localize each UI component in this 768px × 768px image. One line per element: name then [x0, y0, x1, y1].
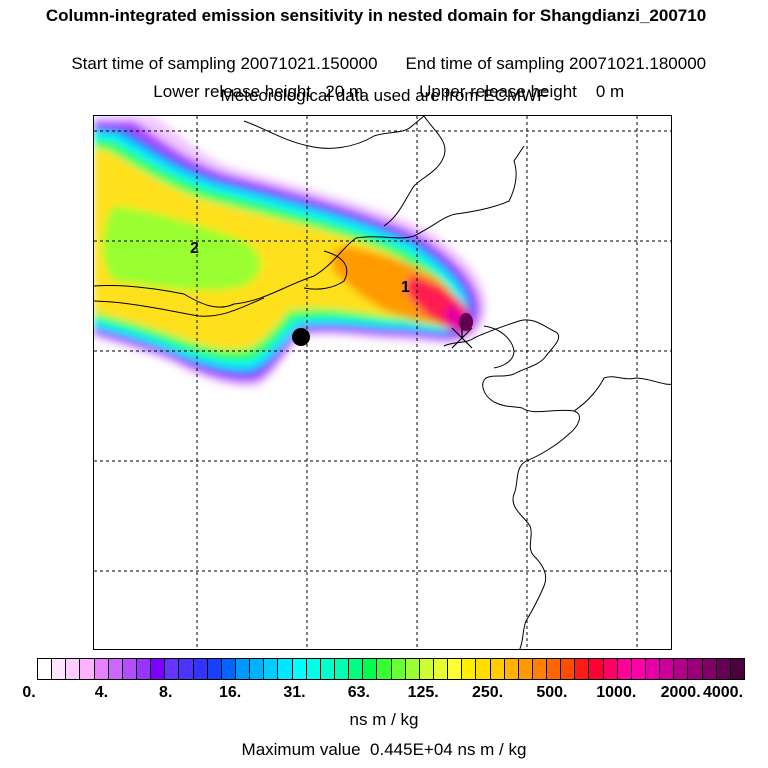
- colorbar-tick-label: 250.: [471, 684, 504, 701]
- colorbar-cell: [320, 659, 335, 679]
- receptor-marker[interactable]: [451, 322, 473, 349]
- colorbar-cell: [306, 659, 321, 679]
- colorbar-units: ns m / kg: [349, 710, 419, 729]
- colorbar-cell: [151, 659, 166, 679]
- colorbar-cell: [589, 659, 604, 679]
- colorbar-tick-label: 500.: [536, 684, 568, 701]
- colorbar-cell: [377, 659, 392, 679]
- marker-label-1: 1: [401, 279, 410, 296]
- release-height-line: Lower release height 20 m Upper release h…: [0, 59, 768, 103]
- colorbar-cell: [52, 659, 67, 679]
- colorbar-cell: [702, 659, 717, 679]
- colorbar-cell: [278, 659, 293, 679]
- lat-lon-grid: [94, 116, 671, 649]
- colorbar-cell: [80, 659, 95, 679]
- colorbar-tick-label: 8.: [159, 684, 173, 701]
- colorbar-cell: [476, 659, 491, 679]
- colorbar-cell: [250, 659, 265, 679]
- max-value-units: ns m / kg: [457, 740, 527, 759]
- colorbar-cell: [292, 659, 307, 679]
- colorbar-cell: [448, 659, 463, 679]
- colorbar-cell: [674, 659, 689, 679]
- colorbar-cell: [547, 659, 562, 679]
- end-time-value: 20071021.180000: [569, 54, 707, 73]
- colorbar-cell: [193, 659, 208, 679]
- colorbar-cell: [504, 659, 519, 679]
- colorbar-tick-label: 16.: [218, 684, 242, 701]
- colorbar-cell: [617, 659, 632, 679]
- colorbar-tick-label: 125.: [407, 684, 439, 701]
- sampling-time-line: Start time of sampling 20071021.150000 En…: [0, 31, 768, 75]
- maximum-value-line: Maximum value 0.445E+04 ns m / kg: [0, 740, 768, 760]
- colorbar: [37, 658, 745, 680]
- colorbar-cell: [631, 659, 647, 679]
- coastlines: [94, 116, 671, 649]
- colorbar-cell: [349, 659, 364, 679]
- colorbar-cell: [532, 659, 548, 679]
- colorbar-cell: [221, 659, 236, 679]
- colorbar-cell: [462, 659, 477, 679]
- colorbar-cell: [405, 659, 420, 679]
- map-panel[interactable]: 1 2: [93, 115, 672, 650]
- met-data-line: Meteorological data used are from ECMWF: [220, 86, 548, 105]
- colorbar-cell: [419, 659, 434, 679]
- colorbar-cell: [363, 659, 378, 679]
- marker-label-2: 2: [190, 240, 199, 257]
- colorbar-tick-label: 4.: [94, 684, 109, 701]
- colorbar-cell: [575, 659, 590, 679]
- colorbar-cell: [235, 659, 251, 679]
- colorbar-cell: [518, 659, 533, 679]
- colorbar-cell: [646, 659, 661, 679]
- colorbar-cell: [38, 659, 53, 679]
- colorbar-cell: [136, 659, 152, 679]
- colorbar-tick-label: 0.: [22, 684, 36, 701]
- colorbar-cell: [391, 659, 406, 679]
- colorbar-cell: [165, 659, 180, 679]
- colorbar-cell: [108, 659, 123, 679]
- colorbar-cell: [122, 659, 137, 679]
- colorbar-cell: [490, 659, 505, 679]
- start-time-value: 20071021.150000: [240, 54, 378, 73]
- upper-height-value: 0 m: [595, 82, 625, 101]
- colorbar-cell: [264, 659, 279, 679]
- end-time-label: End time of sampling: [405, 54, 565, 73]
- colorbar-cell: [660, 659, 675, 679]
- colorbar-cell: [688, 659, 703, 679]
- colorbar-cell: [334, 659, 350, 679]
- colorbar-cell: [179, 659, 194, 679]
- colorbar-cell: [433, 659, 449, 679]
- colorbar-tick-label: 2000.: [660, 684, 701, 701]
- colorbar-cell: [94, 659, 109, 679]
- lower-height-label: Lower release height: [153, 82, 312, 101]
- start-time-label: Start time of sampling: [71, 54, 236, 73]
- plume-field: [94, 116, 487, 388]
- upper-height-label: Upper release height: [419, 82, 577, 101]
- max-value: 0.445E+04: [370, 740, 453, 759]
- plume-band-yellow: [94, 148, 452, 351]
- colorbar-cell: [66, 659, 81, 679]
- max-value-label: Maximum value: [241, 740, 361, 759]
- colorbar-tick-label: 31.: [283, 684, 306, 701]
- colorbar-cell: [730, 659, 745, 679]
- sensitivity-map: 1 2: [94, 116, 671, 649]
- plume-band-green-core: [102, 206, 261, 291]
- plot-title: Column-integrated emission sensitivity i…: [45, 6, 707, 25]
- colorbar-tick-label: 1000.: [596, 684, 637, 701]
- colorbar-cell: [603, 659, 618, 679]
- colorbar-tick-label: 63.: [347, 684, 370, 701]
- colorbar-cell: [716, 659, 731, 679]
- colorbar-cell: [207, 659, 222, 679]
- lower-height-value: 20 m: [325, 82, 364, 101]
- source-marker[interactable]: [292, 328, 310, 346]
- colorbar-tick-label: 4000.: [702, 684, 744, 701]
- colorbar-cell: [561, 659, 576, 679]
